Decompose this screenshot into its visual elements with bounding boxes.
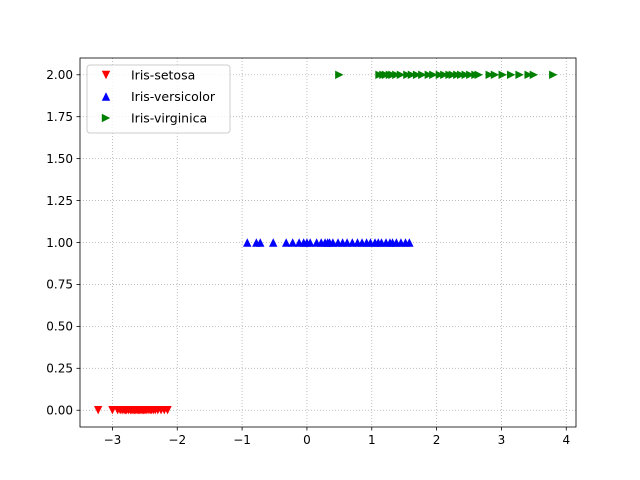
data-point bbox=[412, 70, 422, 79]
y-tick-label: 1.00 bbox=[46, 236, 73, 250]
legend-marker bbox=[101, 113, 111, 123]
data-point bbox=[288, 238, 297, 247]
data-point bbox=[281, 238, 291, 247]
data-point bbox=[529, 70, 539, 79]
data-point bbox=[448, 70, 458, 79]
data-point bbox=[424, 70, 434, 79]
legend: Iris-setosa Iris-versicolor Iris-virginica bbox=[86, 64, 231, 134]
series-0 bbox=[93, 406, 172, 415]
data-point bbox=[269, 238, 278, 247]
data-point bbox=[466, 70, 475, 79]
data-point bbox=[392, 70, 401, 79]
legend-box bbox=[86, 64, 231, 134]
data-point bbox=[163, 406, 172, 415]
data-point bbox=[418, 70, 427, 79]
data-point bbox=[305, 238, 315, 247]
data-point bbox=[490, 70, 500, 79]
data-point bbox=[461, 70, 470, 79]
data-point bbox=[396, 70, 406, 79]
y-tick-label: 0.75 bbox=[46, 278, 73, 292]
data-point bbox=[549, 70, 558, 79]
data-point bbox=[93, 406, 103, 415]
data-point bbox=[485, 70, 494, 79]
data-point bbox=[474, 70, 483, 79]
data-point bbox=[515, 70, 524, 79]
data-point bbox=[335, 70, 344, 79]
x-tick-label: 2 bbox=[433, 433, 441, 447]
x-tick-label: 4 bbox=[562, 433, 570, 447]
data-point bbox=[429, 70, 438, 79]
x-tick-label: 3 bbox=[498, 433, 506, 447]
data-point bbox=[440, 70, 449, 79]
legend-label: Iris-versicolor bbox=[131, 89, 216, 104]
data-point bbox=[243, 238, 252, 247]
data-point bbox=[524, 70, 533, 79]
axis-ticks: −3 −2 −1 0 1 2 3 4 0.00 0.25 0.50 0.75 1.00 1.25 1.50 1… bbox=[46, 68, 570, 447]
y-tick-label: 0.25 bbox=[46, 362, 73, 376]
data-point bbox=[407, 70, 417, 79]
data-point bbox=[403, 70, 412, 79]
data-point bbox=[435, 70, 445, 79]
y-tick-label: 2.00 bbox=[46, 68, 73, 82]
data-point bbox=[506, 70, 516, 79]
x-tick-label: −2 bbox=[168, 433, 186, 447]
series-2 bbox=[335, 70, 558, 79]
legend-label: Iris-setosa bbox=[131, 68, 195, 83]
y-tick-label: 0.50 bbox=[46, 320, 73, 334]
legend-marker bbox=[101, 92, 111, 101]
data-points bbox=[93, 70, 558, 415]
data-point bbox=[498, 70, 507, 79]
x-tick-label: 0 bbox=[303, 433, 311, 447]
legend-label: Iris-virginica bbox=[131, 111, 207, 126]
y-tick-label: 1.50 bbox=[46, 152, 73, 166]
data-point bbox=[256, 238, 265, 247]
data-point bbox=[457, 70, 466, 79]
y-tick-label: 1.25 bbox=[46, 194, 73, 208]
y-tick-label: 0.00 bbox=[46, 404, 73, 418]
x-tick-label: 1 bbox=[368, 433, 376, 447]
data-point bbox=[405, 238, 414, 247]
x-tick-label: −1 bbox=[233, 433, 251, 447]
x-tick-label: −3 bbox=[104, 433, 122, 447]
y-tick-label: 1.75 bbox=[46, 110, 73, 124]
legend-marker bbox=[101, 70, 111, 80]
series-1 bbox=[243, 238, 414, 247]
